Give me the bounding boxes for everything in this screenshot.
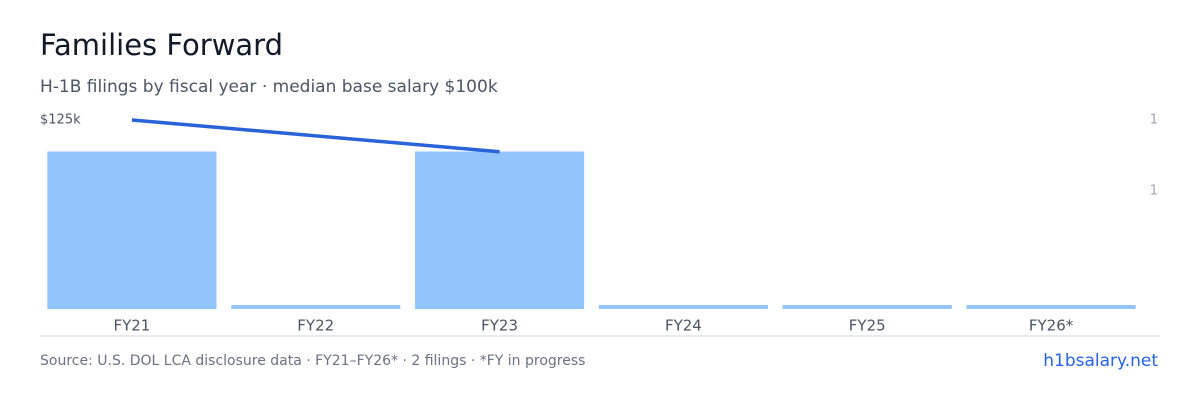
x-tick-label: FY21 xyxy=(113,317,150,335)
y2-tick-label: 1 xyxy=(1150,183,1158,198)
x-tick-label: FY26* xyxy=(1029,317,1074,335)
chart-title: Families Forward xyxy=(40,28,283,62)
bar xyxy=(598,305,768,309)
brand-link[interactable]: h1bsalary.net xyxy=(1043,351,1158,371)
x-tick-label: FY23 xyxy=(481,317,518,335)
x-tick-label: FY22 xyxy=(297,317,334,335)
bar xyxy=(782,305,952,309)
y2-tick-label: 1 xyxy=(1150,113,1158,128)
bar xyxy=(415,151,585,309)
salary-line xyxy=(131,118,500,154)
chart-subtitle: H-1B filings by fiscal year · median bas… xyxy=(40,77,498,97)
x-tick-label: FY24 xyxy=(665,317,702,335)
x-tick-label: FY25 xyxy=(849,317,886,335)
source-note: Source: U.S. DOL LCA disclosure data · F… xyxy=(40,353,585,369)
bar xyxy=(966,305,1136,309)
bar xyxy=(231,305,401,309)
bar xyxy=(47,151,217,309)
y-tick-label: $125k xyxy=(40,113,81,128)
